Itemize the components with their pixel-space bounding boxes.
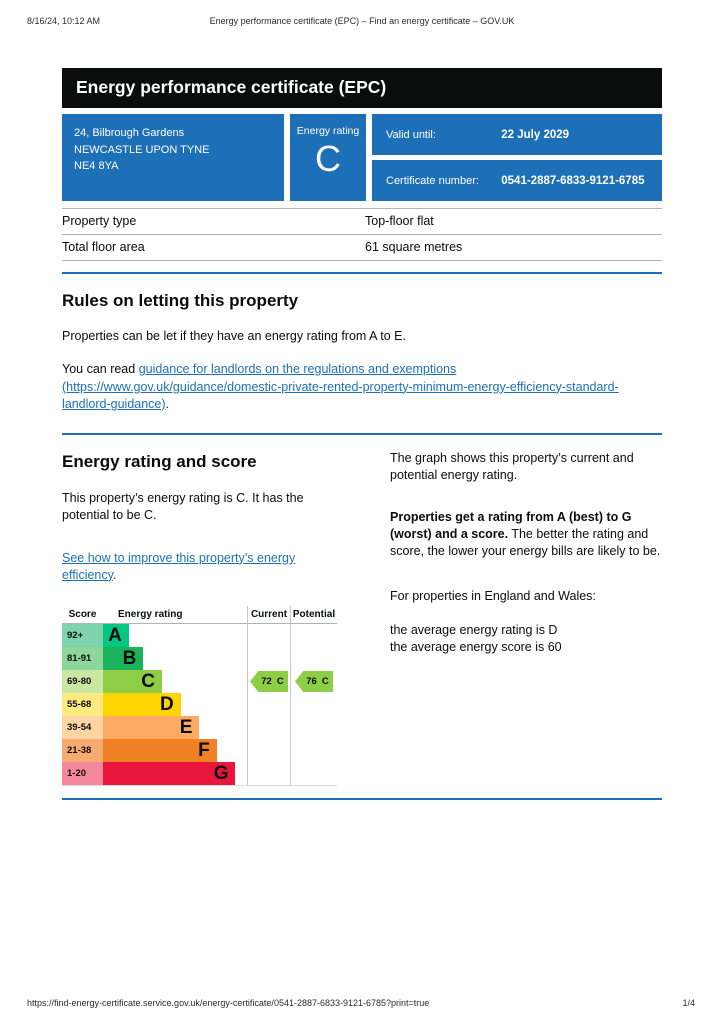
chart-header-potential: Potential <box>290 606 337 624</box>
band-score-range: 39-54 <box>62 716 103 739</box>
floor-area-value: 61 square metres <box>365 234 662 261</box>
improve-efficiency-link[interactable]: See how to improve this property’s energ… <box>62 550 296 582</box>
valid-until-label: Valid until: <box>386 128 436 141</box>
rating-section-left: Energy rating and score This property’s … <box>62 435 340 786</box>
certificate-summary: 24, Bilbrough Gardens NEWCASTLE UPON TYN… <box>62 114 662 201</box>
letting-rules-heading: Rules on letting this property <box>62 291 299 310</box>
section-divider <box>62 272 662 274</box>
print-page-title: Energy performance certificate (EPC) – F… <box>209 16 515 26</box>
link-intro-text: You can read <box>62 362 139 377</box>
average-stats-paragraph: the average energy rating is D the avera… <box>390 622 662 657</box>
rating-band-bar: B <box>103 647 144 670</box>
certificate-page: Energy performance certificate (EPC) 24,… <box>62 68 662 800</box>
certificate-title: Energy performance certificate (EPC) <box>76 77 387 97</box>
property-details-table: Property type Top-floor flat Total floor… <box>62 208 662 261</box>
potential-rating-cell <box>290 762 337 785</box>
chart-header-score: Score <box>62 606 103 624</box>
potential-rating-cell <box>290 624 337 647</box>
letting-rules-paragraph: Properties can be let if they have an en… <box>62 329 406 343</box>
rating-explanation-bold: Properties get a rating from A (best) to… <box>390 509 632 541</box>
current-rating-cell <box>247 624 290 647</box>
band-bar-cell: G <box>103 762 247 785</box>
rating-band-bar: C <box>103 670 163 693</box>
improve-link-suffix: . <box>112 567 117 582</box>
table-row: Total floor area 61 square metres <box>62 234 662 261</box>
valid-until-value: 22 July 2029 <box>501 128 570 141</box>
potential-rating-cell <box>290 739 337 762</box>
property-address: 24, Bilbrough Gardens NEWCASTLE UPON TYN… <box>62 114 284 201</box>
band-bar-cell: A <box>103 624 247 647</box>
table-row: Property type Top-floor flat <box>62 208 662 235</box>
letting-rules-link-paragraph: You can read guidance for landlords on t… <box>62 361 662 413</box>
band-bar-cell: E <box>103 716 247 739</box>
band-bar-cell: F <box>103 739 247 762</box>
rating-section: Energy rating and score This property’s … <box>62 435 662 786</box>
potential-rating-cell <box>290 693 337 716</box>
potential-rating-cell: 76 C <box>290 670 337 693</box>
epc-chart-grid: Score Energy rating Current Potential 92… <box>62 606 337 785</box>
certificate-number-row: Certificate number: 0541-2887-6833-9121-… <box>372 160 662 201</box>
certificate-banner: Energy performance certificate (EPC) <box>62 68 662 108</box>
current-rating-arrow: 72 C <box>250 671 288 692</box>
rating-section-heading: Energy rating and score <box>62 452 257 471</box>
potential-rating-cell <box>290 647 337 670</box>
band-score-range: 92+ <box>62 624 103 647</box>
average-score-line: the average energy score is 60 <box>390 639 562 654</box>
section-divider <box>62 433 662 435</box>
rating-explanation-paragraph: Properties get a rating from A (best) to… <box>390 509 662 561</box>
rating-section-right: The graph shows this property’s current … <box>390 435 662 786</box>
energy-rating-label: Energy rating <box>296 125 360 137</box>
rating-band-bar: A <box>103 624 129 647</box>
print-footer-url: https://find-energy-certificate.service.… <box>27 998 430 1008</box>
rating-summary-paragraph: This property’s energy rating is C. It h… <box>62 491 304 523</box>
potential-rating-cell <box>290 716 337 739</box>
band-score-range: 69-80 <box>62 670 103 693</box>
print-header: 8/16/24, 10:12 AM Energy performance cer… <box>27 16 697 26</box>
chart-header-current: Current <box>247 606 290 624</box>
print-page-number: 1/4 <box>682 998 695 1008</box>
property-type-label: Property type <box>62 208 365 235</box>
current-rating-cell <box>247 693 290 716</box>
rating-band-bar: D <box>103 693 181 716</box>
current-rating-cell: 72 C <box>247 670 290 693</box>
band-score-range: 1-20 <box>62 762 103 785</box>
band-score-range: 21-38 <box>62 739 103 762</box>
valid-until-row: Valid until: 22 July 2029 <box>372 114 662 155</box>
improve-link-paragraph: See how to improve this property’s energ… <box>62 550 340 585</box>
floor-area-label: Total floor area <box>62 234 365 261</box>
band-bar-cell: C <box>103 670 247 693</box>
property-type-value: Top-floor flat <box>365 208 662 235</box>
certificate-number-label: Certificate number: <box>386 174 479 187</box>
band-bar-cell: B <box>103 647 247 670</box>
current-rating-cell <box>247 716 290 739</box>
rating-band-bar: G <box>103 762 236 785</box>
link-suffix-text: . <box>165 396 170 411</box>
validity-boxes: Valid until: 22 July 2029 Certificate nu… <box>372 114 662 201</box>
address-line-3: NE4 8YA <box>74 160 119 172</box>
band-score-range: 55-68 <box>62 693 103 716</box>
rating-band-bar: E <box>103 716 200 739</box>
band-score-range: 81-91 <box>62 647 103 670</box>
section-divider <box>62 798 662 800</box>
chart-header-energy-rating: Energy rating <box>103 606 247 624</box>
energy-rating-box: Energy rating C <box>290 114 366 201</box>
average-rating-line: the average energy rating is D <box>390 622 558 637</box>
address-line-2: NEWCASTLE UPON TYNE <box>74 143 210 156</box>
energy-rating-value: C <box>315 138 341 179</box>
address-line-1: 24, Bilbrough Gardens <box>74 127 185 139</box>
print-timestamp: 8/16/24, 10:12 AM <box>27 16 101 26</box>
epc-rating-chart: Score Energy rating Current Potential 92… <box>62 606 337 786</box>
current-rating-cell <box>247 739 290 762</box>
current-rating-cell <box>247 647 290 670</box>
rating-explanation-rest: The better the rating and score, the low… <box>390 526 661 558</box>
rating-band-bar: F <box>103 739 217 762</box>
certificate-number-value: 0541-2887-6833-9121-6785 <box>501 174 645 187</box>
graph-description-paragraph: The graph shows this property’s current … <box>390 451 634 483</box>
potential-rating-arrow: 76 C <box>295 671 333 692</box>
band-bar-cell: D <box>103 693 247 716</box>
landlord-guidance-link[interactable]: guidance for landlords on the regulation… <box>62 362 619 411</box>
current-rating-cell <box>247 762 290 785</box>
england-wales-paragraph: For properties in England and Wales: <box>390 589 596 604</box>
